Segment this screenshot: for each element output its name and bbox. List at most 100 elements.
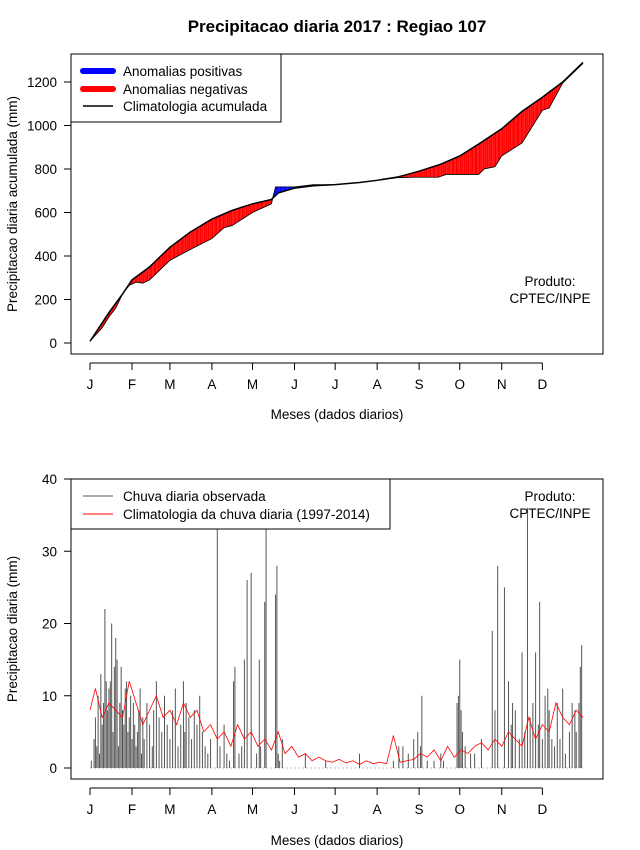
negative-anomaly-segment: [432, 166, 435, 178]
negative-anomaly-segment: [236, 208, 238, 223]
negative-anomaly-segment: [450, 159, 452, 175]
x-tick-label: J: [291, 377, 298, 392]
x-tick-label: N: [497, 377, 507, 392]
negative-anomaly-segment: [260, 201, 263, 209]
negative-anomaly-segment: [549, 91, 551, 109]
negative-anomaly-segment: [493, 133, 495, 168]
positive-anomaly-segment: [278, 186, 280, 193]
y-tick-label: 0: [49, 336, 57, 351]
x-tick-label: J: [87, 802, 94, 817]
negative-anomaly-segment: [221, 214, 223, 231]
negative-anomaly-segment: [138, 273, 141, 283]
negative-anomaly-segment: [183, 236, 185, 254]
negative-anomaly-segment: [173, 243, 176, 259]
negative-anomaly-segment: [427, 168, 429, 178]
negative-anomaly-segment: [517, 113, 520, 146]
negative-anomaly-segment: [191, 230, 193, 249]
negative-anomaly-segment: [153, 261, 156, 277]
negative-anomaly-segment: [547, 92, 550, 109]
negative-anomaly-segment: [240, 207, 242, 221]
negative-anomaly-segment: [429, 167, 432, 178]
legend-top: Anomalias positivas Anomalias negativas …: [70, 53, 282, 123]
negative-anomaly-segment: [508, 121, 510, 152]
x-tick-label: F: [128, 377, 136, 392]
negative-anomaly-segment: [163, 252, 165, 267]
x-tick-label: J: [291, 802, 298, 817]
negative-anomaly-segment: [486, 137, 489, 169]
negative-anomaly-segment: [247, 205, 249, 216]
negative-anomaly-segment: [142, 270, 145, 284]
negative-anomaly-segment: [482, 140, 485, 171]
negative-anomaly-segment: [466, 150, 468, 175]
negative-anomaly-segment: [500, 128, 502, 159]
y-tick-label: 1000: [27, 119, 57, 134]
x-tick-label: S: [415, 802, 424, 817]
negative-anomaly-segment: [447, 160, 449, 175]
climatology-daily-line: [89, 681, 584, 765]
negative-anomaly-segment: [477, 143, 479, 175]
x-axis-label-bottom: Meses (dados diarios): [271, 833, 404, 848]
negative-anomaly-segment: [530, 104, 532, 130]
negative-anomaly-segment: [263, 201, 265, 208]
negative-anomaly-segment: [541, 97, 543, 113]
negative-anomaly-segment: [176, 241, 179, 257]
negative-anomaly-segment: [480, 142, 482, 174]
negative-anomaly-segment: [501, 127, 504, 156]
negative-anomaly-segment: [435, 165, 437, 178]
chart-title: Precipitacao diaria 2017 : Regiao 107: [188, 17, 487, 36]
negative-anomaly-segment: [244, 205, 246, 218]
x-tick-label: M: [164, 377, 175, 392]
negative-anomaly-segment: [259, 201, 261, 210]
product-label-top: Produto:: [524, 274, 575, 289]
negative-anomaly-segment: [251, 203, 253, 214]
negative-anomaly-segment: [434, 165, 436, 178]
legend-label-climatology-daily: Climatologia da chuva diaria (1997-2014): [123, 507, 370, 522]
cumulative-panel: 0 200 400 600 800 1000 1200 J F M A M J J A S O N D Meses…: [5, 53, 604, 422]
negative-anomaly-segment: [440, 163, 443, 177]
y-tick-label: 800: [34, 162, 57, 177]
negative-anomaly-segment: [190, 231, 192, 250]
negative-anomaly-segment: [490, 135, 493, 168]
negative-anomaly-segment: [527, 106, 529, 135]
y-tick-label: 600: [34, 206, 57, 221]
negative-anomaly-segment: [531, 103, 533, 128]
negative-anomaly-segment: [470, 148, 472, 175]
negative-anomaly-segment: [248, 204, 250, 216]
x-tick-label: A: [207, 377, 216, 392]
negative-anomaly-segment: [511, 119, 513, 150]
negative-anomaly-segment: [462, 153, 464, 175]
negative-anomaly-segment: [512, 118, 514, 149]
negative-anomaly-segment: [528, 105, 531, 133]
negative-anomaly-segment: [412, 172, 414, 178]
negative-anomaly-segment: [213, 217, 215, 238]
x-tick-label: M: [247, 377, 258, 392]
negative-anomaly-segment: [233, 209, 235, 225]
negative-anomaly-segment: [416, 171, 418, 178]
y-tick-label: 10: [42, 689, 57, 704]
negative-anomaly-segment: [182, 237, 184, 254]
negative-anomaly-segment: [232, 209, 234, 226]
negative-anomaly-segment: [249, 204, 252, 215]
negative-anomaly-segment: [144, 269, 146, 283]
negative-anomaly-segment: [488, 136, 490, 169]
negative-anomaly-segment: [413, 172, 416, 178]
negative-anomaly-segment: [141, 271, 143, 284]
negative-anomaly-segment: [148, 266, 150, 281]
x-tick-label: A: [207, 802, 216, 817]
legend-label-climatology: Climatologia acumulada: [123, 99, 268, 114]
x-tick-label: O: [454, 802, 465, 817]
negative-anomaly-segment: [195, 228, 197, 247]
positive-anomaly-segment: [280, 186, 283, 193]
negative-anomaly-segment: [443, 162, 445, 176]
negative-anomaly-segment: [523, 109, 525, 141]
negative-anomaly-segment: [225, 212, 227, 228]
negative-anomaly-segment: [520, 111, 523, 144]
positive-anomaly-segment: [275, 186, 277, 196]
negative-anomaly-segment: [150, 264, 153, 279]
negative-anomaly-segment: [226, 212, 229, 227]
negative-anomaly-segment: [201, 224, 203, 245]
negative-anomaly-segment: [211, 218, 214, 239]
negative-anomaly-segment: [156, 259, 158, 274]
negative-anomaly-segment: [536, 100, 539, 119]
